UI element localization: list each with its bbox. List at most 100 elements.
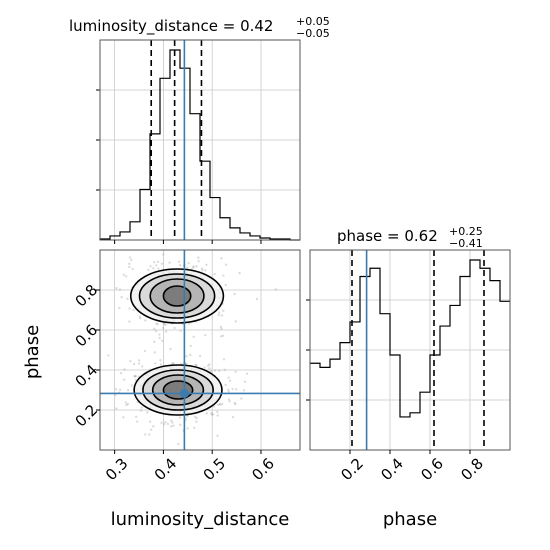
sample-point [221, 334, 225, 337]
sample-point [188, 353, 192, 357]
sample-point [126, 297, 129, 300]
sample-point [195, 265, 198, 268]
sample-point [163, 322, 166, 326]
sample-point [157, 267, 160, 270]
sample-point [137, 362, 141, 365]
sample-point [220, 257, 223, 260]
sample-point [240, 397, 243, 400]
sample-point [107, 354, 110, 357]
sample-point [126, 402, 130, 406]
sample-point [137, 359, 141, 362]
sample-point [195, 420, 198, 423]
sample-point [242, 389, 246, 392]
sample-point [134, 375, 138, 378]
sample-point [231, 387, 234, 391]
sample-point [138, 316, 142, 320]
sample-point [205, 412, 209, 415]
density-contour [129, 268, 225, 324]
sample-point [170, 425, 173, 428]
sample-point [274, 288, 278, 291]
sample-point [125, 403, 128, 407]
sample-point [224, 383, 227, 387]
sample-point [210, 412, 213, 415]
sample-point [138, 315, 142, 318]
sample-point [172, 424, 175, 427]
sample-point [152, 425, 155, 428]
sample-point [118, 388, 122, 392]
sample-point [156, 322, 159, 326]
sample-point [217, 311, 221, 314]
sample-point [195, 363, 198, 367]
sample-point [136, 420, 139, 423]
sample-point [126, 388, 130, 392]
sample-point [158, 336, 161, 340]
sample-point [164, 421, 167, 424]
sample-point [130, 258, 133, 262]
sample-point [189, 344, 192, 348]
sample-point [222, 358, 226, 361]
sample-point [128, 307, 131, 310]
sample-point [155, 322, 158, 325]
sample-point [222, 274, 225, 277]
sample-point [146, 411, 149, 414]
sample-point [168, 261, 171, 264]
sample-point [143, 349, 147, 353]
sample-point [218, 369, 221, 373]
sample-point [132, 308, 135, 312]
x-tick-label-ld: 0.5 [200, 454, 230, 484]
sample-point [132, 362, 136, 366]
sample-point [170, 419, 173, 422]
sample-point [198, 355, 202, 358]
sample-point [192, 266, 195, 269]
sample-point [220, 314, 224, 317]
sample-point [201, 269, 204, 272]
sample-point [128, 265, 131, 269]
sample-point [227, 388, 230, 391]
sample-point [144, 319, 147, 322]
sample-point [148, 420, 152, 423]
sample-point [160, 421, 163, 424]
sample-point [114, 393, 117, 397]
sample-point [255, 297, 259, 301]
sample-point [219, 403, 222, 406]
sample-point [164, 323, 167, 326]
panel-frame [99, 39, 301, 241]
sample-point [204, 333, 207, 337]
sample-point [128, 256, 132, 259]
sample-point [238, 271, 241, 275]
sample-point [173, 326, 176, 330]
density-contour [162, 285, 192, 307]
sample-point [218, 402, 222, 406]
sample-point [219, 325, 223, 329]
sample-point [208, 363, 211, 366]
sample-point [140, 365, 144, 368]
sample-point [140, 406, 143, 409]
panel-frame [309, 249, 511, 451]
xlabel-luminosity-distance: luminosity_distance [111, 509, 290, 530]
sample-point [205, 263, 208, 267]
sample-point [153, 260, 156, 264]
ylabel-phase: phase [22, 325, 43, 379]
sample-point [160, 262, 164, 266]
sample-point [234, 402, 237, 406]
density-contour [151, 374, 205, 406]
x-tick-label-phase: 0.2 [337, 454, 367, 484]
sample-point [131, 267, 134, 271]
sample-point [194, 363, 197, 367]
sample-point [228, 400, 231, 403]
sample-point [133, 375, 136, 378]
sample-point [166, 422, 170, 426]
sample-point [119, 371, 123, 375]
sample-point [219, 335, 223, 338]
title-ld-minus: −0.05 [296, 27, 330, 40]
sample-point [122, 378, 126, 381]
sample-point [178, 416, 182, 419]
sample-point [178, 264, 182, 267]
sample-point [217, 313, 220, 317]
sample-point [158, 333, 161, 336]
sample-point [245, 372, 249, 375]
sample-point [162, 253, 165, 256]
sample-point [123, 368, 126, 371]
xlabel-phase: phase [383, 509, 437, 530]
title-phase-name: phase = 0.62 [337, 227, 438, 245]
